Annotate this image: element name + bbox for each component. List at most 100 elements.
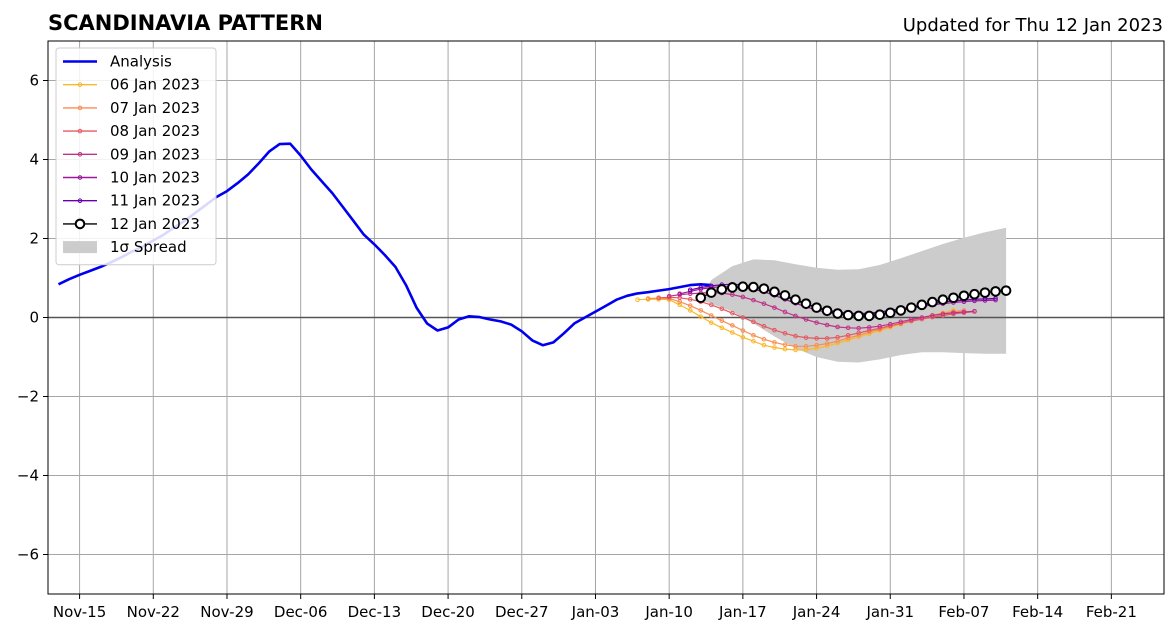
x-tick-label: Feb-14 (1012, 603, 1063, 621)
legend-entry: 12 Jan 2023 (63, 215, 200, 233)
legend-label: 09 Jan 2023 (110, 145, 200, 163)
forecast-point (698, 314, 704, 320)
forecast-point (845, 332, 851, 338)
forecast-point (635, 297, 640, 303)
forecast-point (761, 323, 767, 329)
forecast-point (803, 344, 809, 349)
forecast-point (919, 315, 925, 320)
x-tick-label: Dec-06 (274, 603, 328, 621)
legend-entry: 06 Jan 2023 (63, 76, 200, 94)
y-tick-label: 6 (29, 72, 39, 90)
forecast-point (835, 324, 840, 330)
forecast-point (740, 334, 746, 340)
forecast-point (677, 291, 682, 297)
forecast-point (758, 283, 770, 294)
x-tick-label: Dec-13 (348, 603, 402, 621)
forecast-point (687, 303, 693, 308)
x-tick-label: Jan-31 (865, 603, 914, 621)
spread-area (700, 227, 1007, 363)
forecast-point (814, 320, 819, 325)
forecast-point (751, 319, 756, 325)
forecast-point (730, 310, 735, 316)
forecast-point (884, 307, 896, 319)
forecast-point (961, 309, 967, 315)
y-tick-label: −2 (17, 388, 39, 406)
forecast-point (832, 308, 843, 319)
forecast-point (698, 285, 704, 290)
forecast-point (719, 325, 725, 331)
forecast-point (751, 338, 756, 344)
forecast-series (635, 281, 1012, 353)
forecast-series-3 (656, 295, 977, 341)
legend-label: 1σ Spread (110, 238, 187, 256)
legend-label: Analysis (110, 53, 172, 71)
forecast-point (761, 342, 767, 348)
x-tick-label: Dec-20 (421, 603, 475, 621)
forecast-point (821, 305, 833, 317)
legend-marker (74, 218, 86, 230)
legend-marker (77, 175, 83, 180)
forecast-point (824, 336, 830, 341)
legend-label: 10 Jan 2023 (110, 169, 200, 187)
forecast-point (856, 325, 861, 331)
forecast-point (751, 332, 756, 338)
forecast-point (748, 281, 759, 293)
forecast-point (666, 293, 672, 299)
forecast-point (793, 344, 798, 349)
forecast-point (730, 330, 735, 335)
forecast-point (761, 301, 767, 306)
x-tick-label: Dec-27 (495, 603, 549, 621)
x-tick-label: Feb-07 (938, 603, 989, 621)
forecast-point (863, 310, 875, 322)
forecast-point (793, 313, 798, 319)
forecast-point (727, 282, 738, 293)
forecast-point (772, 327, 777, 333)
legend-marker (77, 198, 83, 203)
chart-title: SCANDINAVIA PATTERN (48, 11, 323, 35)
forecast-point (698, 308, 704, 313)
forecast-point (769, 286, 780, 298)
forecast-point (719, 318, 725, 323)
forecast-point (730, 292, 735, 297)
forecast-point (866, 325, 872, 330)
forecast-point (824, 341, 830, 346)
forecast-point (930, 313, 935, 318)
legend: Analysis 06 Jan 2023 07 Jan 2023 08 Jan 202… (55, 47, 217, 266)
forecast-point (800, 298, 812, 309)
forecast-point (779, 290, 791, 301)
forecast-point (895, 305, 907, 316)
forecast-point (740, 328, 746, 333)
legend-label: 06 Jan 2023 (110, 76, 200, 94)
forecast-point (772, 345, 777, 350)
y-tick-label: −6 (17, 546, 39, 564)
forecast-point (835, 334, 840, 340)
legend-entry: 07 Jan 2023 (63, 99, 200, 117)
forecast-point (772, 340, 777, 345)
forecast-point (708, 313, 714, 318)
x-axis-ticks: Nov-15 Nov-22 Nov-29 Dec-06 Dec-13 Dec-20 Dec-… (53, 594, 1137, 621)
forecast-point (708, 302, 714, 308)
legend-entry: 11 Jan 2023 (63, 192, 200, 210)
forecast-point (845, 325, 851, 331)
legend-marker (77, 82, 83, 87)
y-axis-ticks: −6 −4 −2 0 2 4 6 (17, 72, 48, 564)
forecast-point (803, 317, 809, 322)
legend-entry: 08 Jan 2023 (63, 122, 200, 140)
forecast-series-7 (695, 281, 1012, 322)
x-tick-label: Nov-29 (200, 603, 253, 621)
forecast-point (842, 309, 854, 321)
forecast-point (814, 336, 819, 341)
forecast-point (990, 286, 1001, 297)
forecast-point (1000, 285, 1012, 296)
forecast-point (761, 336, 767, 342)
forecast-point (958, 290, 970, 302)
y-tick-label: −4 (17, 467, 39, 485)
forecast-point (940, 311, 946, 317)
forecast-point (656, 295, 661, 301)
legend-entry: 1σ Spread (63, 238, 187, 256)
forecast-point (937, 294, 949, 306)
forecast-point (909, 317, 914, 322)
forecast-point (740, 294, 746, 300)
forecast-point (705, 287, 717, 298)
